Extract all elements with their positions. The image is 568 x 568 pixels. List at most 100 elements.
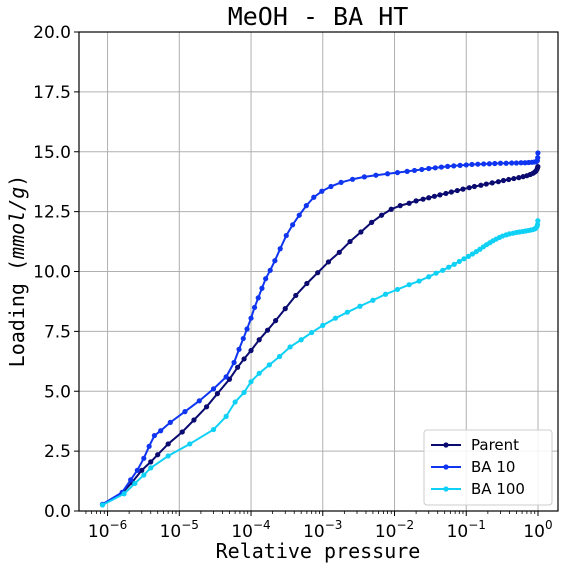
data-point-ba-10: [535, 155, 541, 161]
legend-item-ba-100: BA 100: [431, 480, 525, 498]
y-tick-label-4: 10.0: [33, 263, 71, 283]
legend-label-parent: Parent: [471, 436, 519, 454]
data-point-ba-10: [475, 161, 481, 167]
data-point-ba-10: [141, 455, 147, 461]
data-point-ba-10: [311, 194, 317, 200]
data-point-ba-100: [241, 389, 247, 396]
data-point-ba-10: [134, 467, 140, 473]
grid: [79, 31, 558, 512]
data-point-ba-100: [382, 291, 389, 297]
data-point-ba-10: [513, 160, 520, 166]
data-point-ba-10: [451, 163, 457, 169]
data-point-ba-10: [457, 162, 463, 168]
data-point-ba-100: [469, 251, 476, 257]
data-point-ba-100: [256, 370, 262, 376]
data-point-parent: [248, 347, 254, 354]
data-point-ba-10: [486, 161, 492, 167]
data-point-parent: [483, 181, 489, 187]
data-point-ba-10: [503, 160, 509, 166]
data-point-ba-10: [445, 163, 451, 169]
data-point-parent: [454, 187, 460, 194]
data-point-ba-100: [298, 337, 304, 343]
data-point-ba-10: [251, 304, 258, 311]
data-point-ba-10: [223, 374, 229, 380]
data-point-parent: [139, 467, 145, 473]
x-tick-label-3: 10−3: [303, 518, 342, 542]
data-point-ba-100: [446, 264, 452, 270]
data-point-ba-100: [440, 267, 446, 273]
data-point-parent: [406, 200, 412, 206]
x-tick-label-2: 10−4: [231, 518, 270, 542]
data-point-ba-100: [370, 297, 376, 303]
x-tick-label-6: 100: [523, 518, 552, 542]
data-point-parent: [148, 459, 154, 465]
data-point-parent: [282, 306, 288, 312]
data-point-ba-10: [272, 258, 278, 264]
data-point-ba-100: [148, 465, 154, 471]
data-point-ba-100: [394, 286, 401, 293]
series-parent: [99, 164, 541, 508]
data-point-ba-10: [394, 169, 401, 176]
data-point-parent: [179, 429, 185, 435]
data-point-ba-100: [141, 472, 147, 478]
legend-item-parent: Parent: [431, 436, 519, 454]
data-point-ba-10: [128, 477, 134, 483]
data-point-parent: [264, 327, 271, 333]
data-point-parent: [256, 337, 262, 343]
data-point-parent: [426, 195, 432, 201]
data-point-ba-100: [223, 413, 229, 419]
data-point-ba-10: [361, 174, 367, 180]
data-point-parent: [478, 182, 484, 188]
data-point-ba-10: [296, 212, 302, 218]
data-point-ba-10: [384, 171, 391, 177]
data-point-ba-10: [426, 165, 432, 172]
data-point-parent: [535, 164, 541, 170]
data-point-parent: [336, 249, 342, 255]
data-point-ba-100: [461, 256, 467, 262]
series-layer: [99, 150, 541, 508]
data-point-ba-10: [303, 203, 309, 209]
data-point-ba-10: [158, 428, 164, 434]
data-point-parent: [155, 452, 161, 458]
x-tick-label-0: 10−6: [88, 518, 127, 542]
data-point-ba-10: [518, 160, 524, 166]
data-point-ba-10: [244, 326, 250, 332]
data-point-ba-10: [196, 398, 202, 404]
data-point-parent: [397, 203, 403, 209]
data-point-ba-100: [248, 379, 254, 385]
data-point-ba-10: [535, 150, 541, 156]
data-point-parent: [369, 219, 375, 225]
data-point-ba-10: [349, 176, 356, 182]
data-point-parent: [235, 364, 241, 370]
data-point-ba-10: [146, 443, 152, 449]
data-point-ba-100: [426, 274, 432, 280]
data-point-ba-10: [267, 267, 273, 273]
data-point-parent: [214, 391, 221, 397]
legend-swatch-marker: [443, 464, 449, 470]
data-point-ba-100: [121, 491, 127, 497]
data-point-parent: [358, 229, 364, 235]
data-point-parent: [516, 175, 522, 181]
data-point-ba-100: [287, 344, 293, 350]
data-point-ba-10: [236, 346, 242, 352]
y-tick-label-3: 7.5: [44, 322, 71, 342]
data-point-parent: [489, 180, 495, 186]
data-point-ba-100: [406, 282, 412, 288]
data-point-parent: [388, 206, 394, 212]
data-point-parent: [506, 176, 512, 183]
data-point-ba-10: [328, 183, 334, 190]
data-point-ba-100: [187, 441, 193, 447]
data-point-parent: [431, 193, 438, 199]
data-point-ba-100: [332, 315, 339, 321]
legend-swatch-marker: [443, 486, 449, 492]
data-point-ba-10: [248, 315, 254, 321]
data-point-ba-10: [277, 246, 283, 252]
data-point-ba-100: [344, 309, 350, 315]
data-point-parent: [500, 177, 507, 184]
data-point-ba-100: [433, 270, 439, 276]
data-point-ba-100: [232, 399, 238, 405]
legend-box: [423, 429, 553, 506]
y-tick-label-6: 15.0: [33, 143, 71, 163]
data-point-parent: [325, 259, 332, 265]
